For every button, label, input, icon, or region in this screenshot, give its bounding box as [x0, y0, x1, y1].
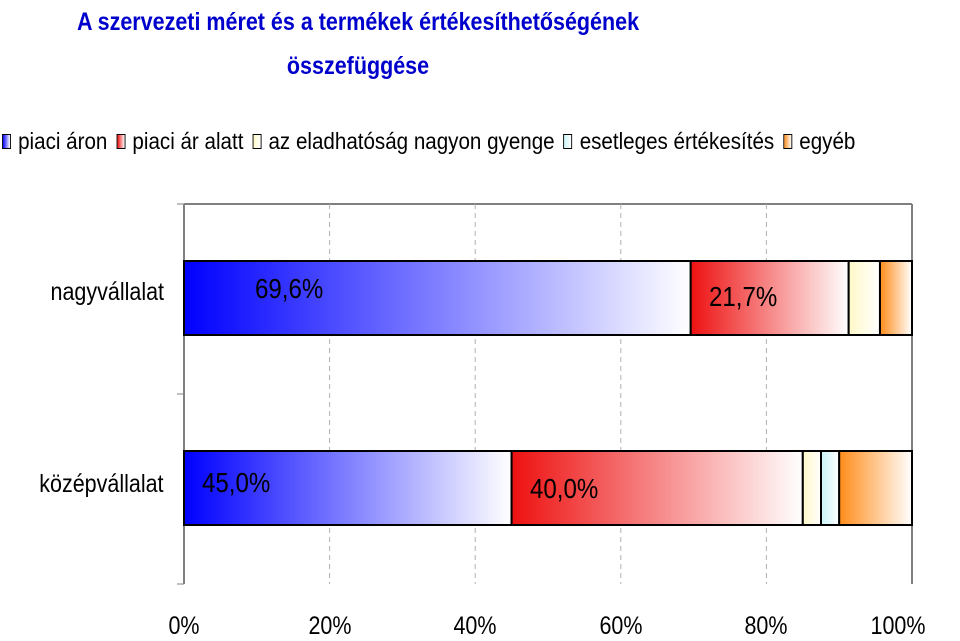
chart-legend: piaci áron piaci ár alatt az eladhatóság n… [2, 128, 864, 164]
legend-item-esetleges-ertekesites: esetleges értékesítés [563, 128, 775, 155]
legend-swatch [116, 134, 126, 149]
bar-kozepvallalat-esetleges-ertekesites [820, 450, 841, 526]
x-tick-label-0: 0% [168, 612, 200, 640]
bar-kozepvallalat-az-eladhatosag-nagyon-gyenge [801, 450, 822, 526]
legend-item-egyeb: egyéb [783, 128, 855, 155]
bar-nagyvallalat-piaci-aron [183, 260, 692, 336]
data-label-nagyvallalat-piaci-ar-alatt: 21,7% [709, 280, 777, 312]
category-label-kozepvallalat: középvállalat [39, 470, 164, 498]
data-label-kozepvallalat-piaci-ar-alatt: 40,0% [530, 472, 598, 504]
chart-title: A szervezeti méret és a termékek értékes… [50, 0, 666, 88]
legend-item-az-eladhatosag-nagyon-gyenge: az eladhatóság nagyon gyenge [252, 128, 555, 155]
bar-kozepvallalat-egyeb [838, 450, 914, 526]
legend-item-piaci-aron: piaci áron [2, 128, 107, 155]
category-label-nagyvallalat: nagyvállalat [50, 278, 164, 306]
legend-item-piaci-ar-alatt: piaci ár alatt [116, 128, 243, 155]
legend-swatch [563, 134, 573, 149]
legend-label: esetleges értékesítés [579, 128, 775, 154]
legend-label: az eladhatóság nagyon gyenge [268, 128, 555, 154]
bar-nagyvallalat-egyeb [878, 260, 914, 336]
legend-swatch [2, 134, 11, 149]
legend-label: egyéb [799, 128, 856, 154]
data-label-nagyvallalat-piaci-aron: 69,6% [255, 272, 323, 304]
x-tick-label-4: 80% [744, 612, 788, 640]
bar-kozepvallalat-piaci-ar-alatt [510, 450, 804, 526]
x-tick-label-3: 60% [599, 612, 643, 640]
legend-swatch [783, 134, 793, 149]
x-tick-label-2: 40% [453, 612, 497, 640]
bar-nagyvallalat-piaci-ar-alatt [689, 260, 850, 336]
x-tick-label-1: 20% [308, 612, 352, 640]
x-tick-label-5: 100% [870, 612, 926, 640]
legend-label: piaci áron [18, 128, 108, 154]
bar-kozepvallalat-piaci-aron [183, 450, 513, 526]
legend-label: piaci ár alatt [132, 128, 244, 154]
chart-title-line-2: összefüggése [286, 52, 430, 80]
chart-title-line-1: A szervezeti méret és a termékek értékes… [76, 8, 640, 36]
legend-swatch [252, 134, 262, 149]
bar-nagyvallalat-az-eladhatosag-nagyon-gyenge [847, 260, 881, 336]
data-label-kozepvallalat-piaci-aron: 45,0% [202, 466, 270, 498]
